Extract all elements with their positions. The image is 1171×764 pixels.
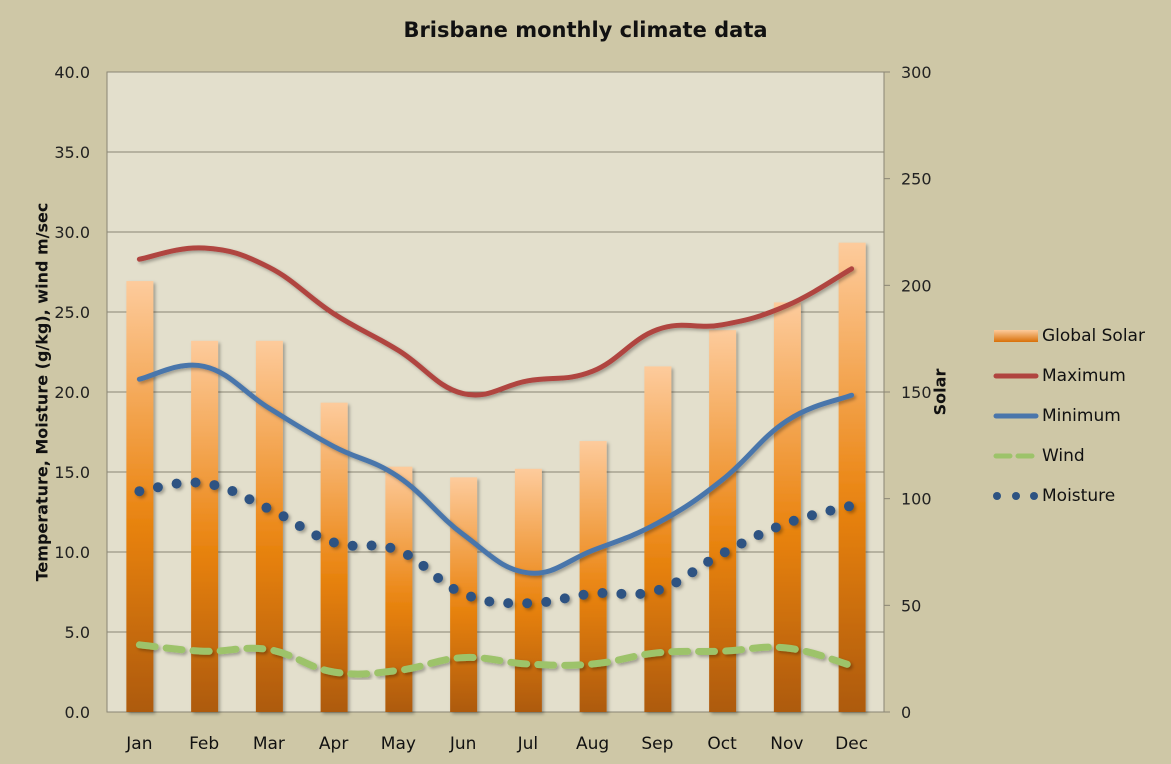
series-line-minimum [136,362,855,576]
y-tick-label: 20.0 [54,383,90,402]
legend-label: Minimum [1042,406,1121,426]
x-tick-label: Nov [770,734,803,754]
bar-sep [644,366,672,712]
x-tick-label: Apr [319,734,348,754]
bar-apr [320,402,348,712]
y2-tick-label: 250 [901,170,932,189]
legend-swatch-dashed [993,453,1040,459]
y2-tick-label: 50 [901,596,921,615]
legend-item-global-solar: Global Solar [992,316,1145,356]
x-tick-label: Sep [641,734,673,754]
bar-jul [514,468,542,712]
legend-swatch-line [993,373,1039,379]
x-tick-label: Aug [576,734,609,754]
bar-jan [126,281,154,712]
y2-tick-label: 200 [901,276,932,295]
y-tick-label: 30.0 [54,223,90,242]
series-line-wind [135,641,856,678]
x-tick-label: Jul [517,734,539,754]
legend-label: Maximum [1042,366,1126,386]
x-tick-label: Dec [835,734,868,754]
gridlines [107,151,884,633]
x-tick-label: Feb [189,734,219,754]
y-tick-label: 0.0 [65,703,90,722]
y2-tick-label: 100 [901,490,932,509]
y-axis-ticks: 0.0 5.0 10.0 15.0 20.0 25.0 30.0 35.0 40.0 [54,63,90,722]
legend-swatch-line [993,413,1039,419]
x-tick-label: Jan [125,734,152,754]
x-tick-label: Oct [707,734,737,754]
y-tick-label: 40.0 [54,63,90,82]
y-tick-label: 15.0 [54,463,90,482]
bar-aug [579,441,607,712]
x-tick-label: Jun [449,734,477,754]
bar-mar [255,340,283,712]
bar-nov [773,302,801,712]
bar-dec [838,242,866,712]
legend-swatch-bar [994,330,1038,342]
y-tick-label: 5.0 [65,623,90,642]
bar-may [385,466,413,712]
y-tick-label: 10.0 [54,543,90,562]
lines [134,245,857,678]
legend-item-moisture: Moisture [992,476,1145,516]
legend-item-wind: Wind [992,436,1145,476]
x-tick-label: Mar [253,734,285,754]
legend-item-maximum: Maximum [992,356,1145,396]
series-line-moisture [134,477,857,609]
legend-item-minimum: Minimum [992,396,1145,436]
y2-axis-ticks: 0 50 100 150 200 250 300 [884,63,932,722]
y2-tick-label: 300 [901,63,932,82]
x-axis-ticks: Jan Feb Mar Apr May Jun Jul Aug Sep Oct Nov Dec [125,734,868,754]
y-tick-label: 25.0 [54,303,90,322]
x-tick-label: May [381,734,416,754]
bar-feb [191,340,219,712]
chart-title: Brisbane monthly climate data [403,18,768,42]
y2-axis-label: Solar [930,368,950,416]
legend: Global Solar Maximum Minimum Wind Moistu… [992,316,1145,516]
y2-tick-label: 150 [901,383,932,402]
series-line-maximum [136,245,855,398]
legend-label: Wind [1042,446,1085,466]
y2-tick-label: 0 [901,703,911,722]
y-axis-label: Temperature, Moisture (g/kg), wind m/sec [32,202,52,582]
legend-swatch-dotted [993,492,1038,500]
legend-label: Global Solar [1042,326,1145,346]
y-tick-label: 35.0 [54,143,90,162]
legend-label: Moisture [1042,486,1116,506]
